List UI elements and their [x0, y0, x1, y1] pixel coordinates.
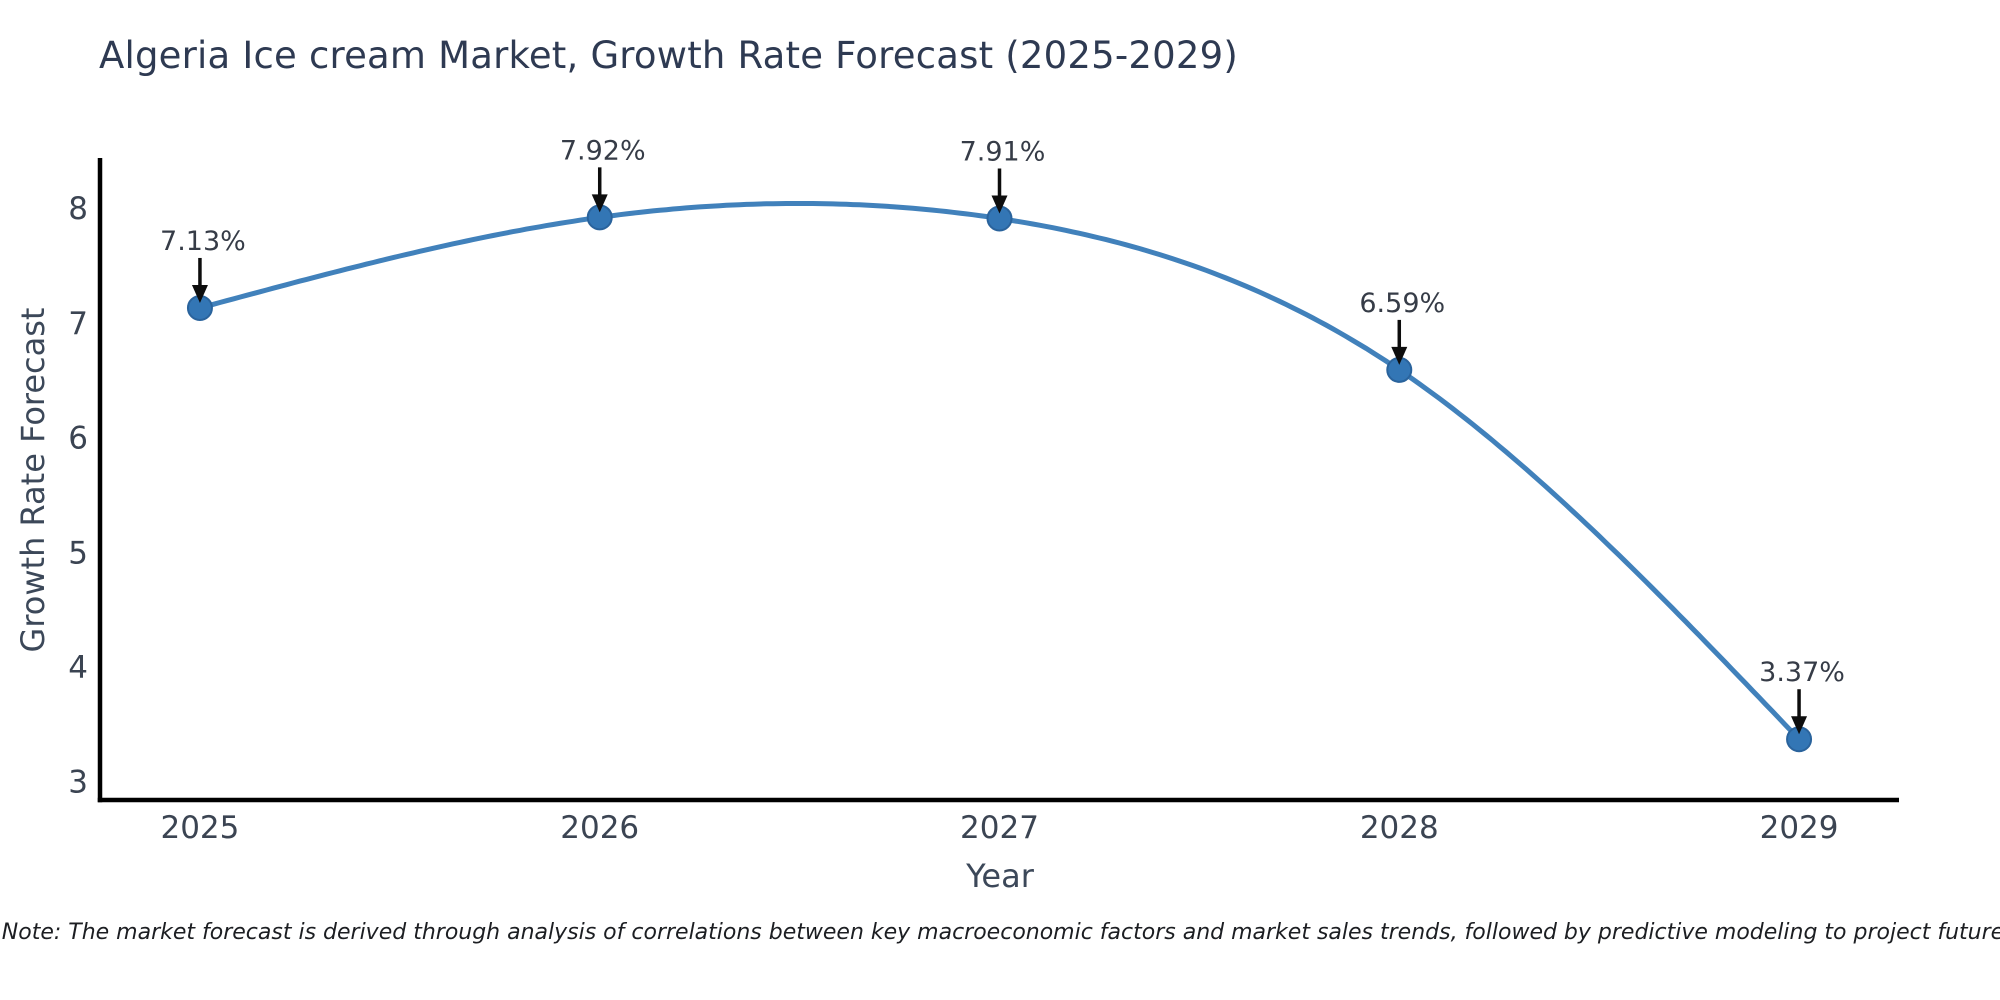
annotation-arrow-head-icon	[991, 195, 1008, 214]
annotation-arrow-head-icon	[191, 284, 208, 303]
annotation-label-2025: 7.13%	[160, 226, 246, 257]
footnote: Note: The market forecast is derived thr…	[1, 920, 2000, 945]
x-tick-label: 2027	[960, 810, 1039, 846]
chart-title: Algeria Ice cream Market, Growth Rate Fo…	[99, 34, 1238, 77]
annotation-label-2029: 3.37%	[1759, 657, 1845, 688]
x-tick-label: 2025	[160, 810, 239, 846]
y-tick-label: 3	[68, 765, 88, 801]
y-tick-label: 5	[68, 535, 88, 571]
x-axis-title: Year	[965, 857, 1035, 895]
y-tick-label: 4	[68, 650, 88, 686]
plot-area: 3 4 5 6 7 8 2025 2026 2027 2028 2029 7.13% 7.92% 7.91…	[68, 135, 1845, 846]
annotation-arrow-head-icon	[1791, 716, 1808, 735]
annotation-arrow-head-icon	[591, 194, 608, 213]
x-tick-label: 2028	[1360, 810, 1439, 846]
y-tick-label: 6	[68, 421, 88, 457]
annotation-label-2027: 7.91%	[960, 136, 1046, 167]
annotation-label-2028: 6.59%	[1359, 288, 1445, 319]
growth-rate-curve	[197, 201, 1802, 742]
y-tick-label: 7	[68, 306, 88, 342]
annotation-label-2026: 7.92%	[560, 135, 646, 166]
annotation-arrow-head-icon	[1391, 346, 1408, 365]
y-axis-title: Growth Rate Forecast	[14, 308, 52, 653]
x-tick-label: 2026	[560, 810, 639, 846]
x-tick-label: 2029	[1760, 810, 1839, 846]
y-tick-label: 8	[68, 191, 88, 227]
